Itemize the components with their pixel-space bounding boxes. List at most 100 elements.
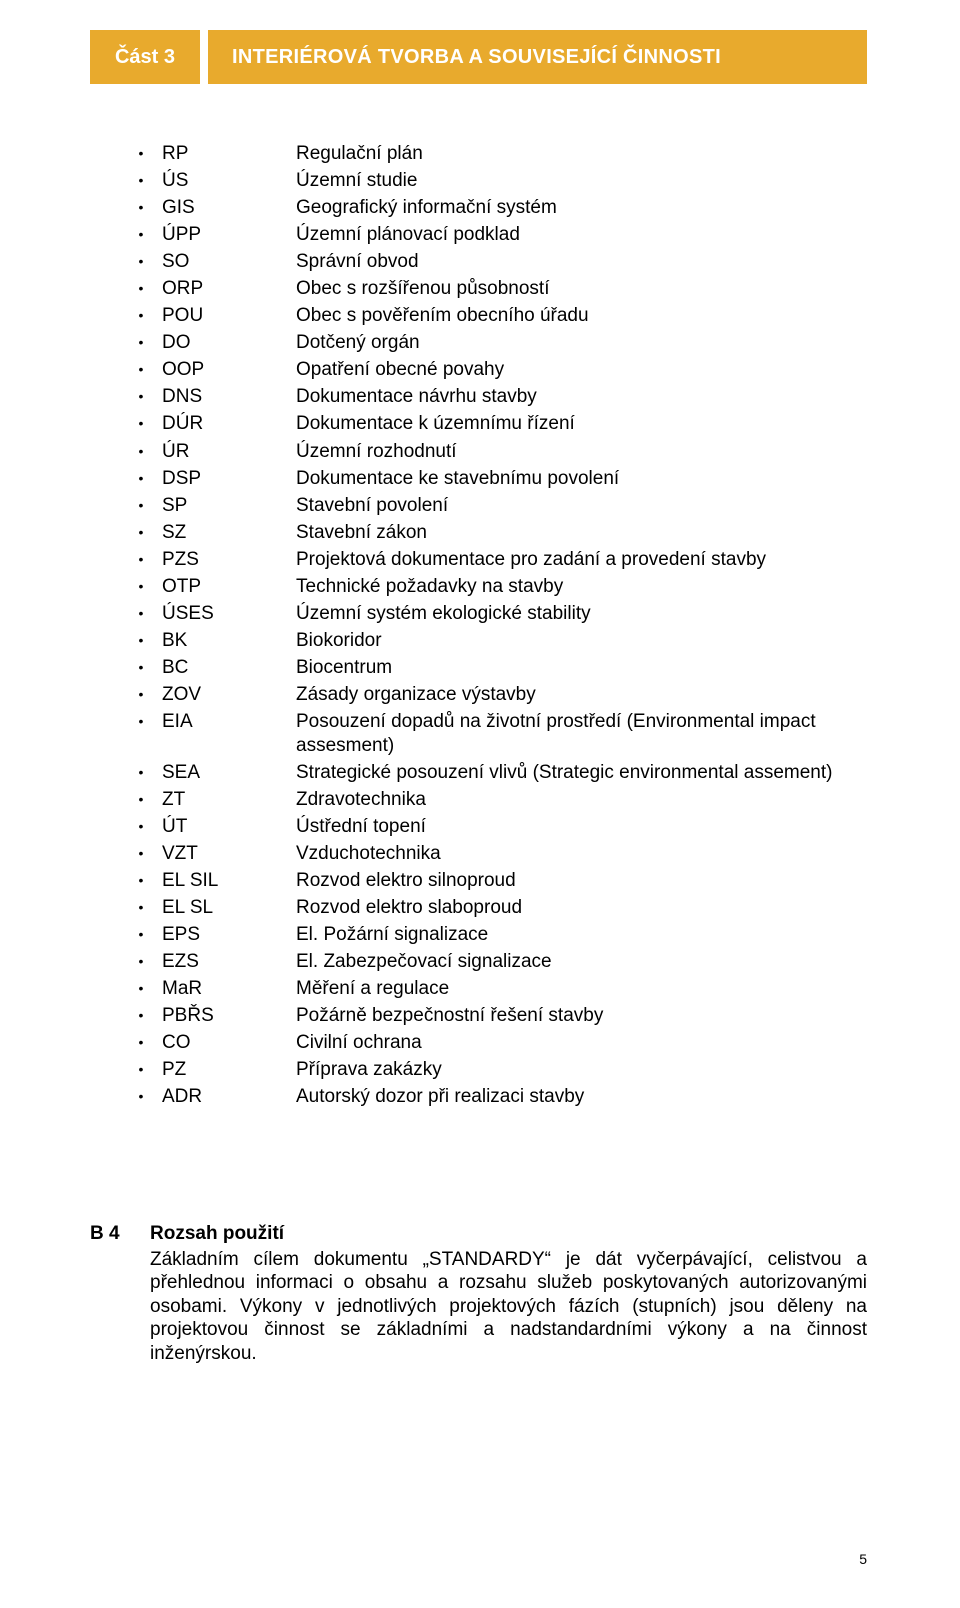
bullet-icon: •	[120, 1058, 162, 1079]
bullet-icon: •	[120, 950, 162, 971]
abbr-term: ÚS	[162, 169, 296, 193]
list-item: •GISGeografický informační systém	[120, 196, 867, 220]
abbr-term: ÚPP	[162, 223, 296, 247]
abbr-term: ORP	[162, 277, 296, 301]
abbr-definition: Dotčený orgán	[296, 331, 867, 355]
list-item: •DNSDokumentace návrhu stavby	[120, 385, 867, 409]
part-badge: Část 3	[90, 30, 200, 84]
abbr-term: MaR	[162, 977, 296, 1001]
list-item: •ORPObec s rozšířenou působností	[120, 277, 867, 301]
abbr-term: DÚR	[162, 412, 296, 436]
list-item: •SPStavební povolení	[120, 494, 867, 518]
bullet-icon: •	[120, 1085, 162, 1106]
abbr-definition: Ústřední topení	[296, 815, 867, 839]
abbr-definition: Zdravotechnika	[296, 788, 867, 812]
list-item: •EPSEl. Požární signalizace	[120, 923, 867, 947]
bullet-icon: •	[120, 412, 162, 433]
list-item: •DODotčený orgán	[120, 331, 867, 355]
list-item: •MaRMěření a regulace	[120, 977, 867, 1001]
section-body: Základním cílem dokumentu „STANDARDY“ je…	[150, 1248, 867, 1366]
abbr-term: ÚR	[162, 440, 296, 464]
abbr-term: ÚT	[162, 815, 296, 839]
list-item: •BCBiocentrum	[120, 656, 867, 680]
abbr-definition: Biokoridor	[296, 629, 867, 653]
bullet-icon: •	[120, 710, 162, 731]
abbr-definition: Strategické posouzení vlivů (Strategic e…	[296, 761, 867, 785]
abbr-term: ZOV	[162, 683, 296, 707]
list-item: •COCivilní ochrana	[120, 1031, 867, 1055]
bullet-icon: •	[120, 869, 162, 890]
abbr-definition: Regulační plán	[296, 142, 867, 166]
bullet-icon: •	[120, 842, 162, 863]
bullet-icon: •	[120, 1031, 162, 1052]
abbr-term: RP	[162, 142, 296, 166]
abbr-term: DNS	[162, 385, 296, 409]
bullet-icon: •	[120, 977, 162, 998]
bullet-icon: •	[120, 521, 162, 542]
abbr-definition: Obec s pověřením obecního úřadu	[296, 304, 867, 328]
bullet-icon: •	[120, 548, 162, 569]
bullet-icon: •	[120, 575, 162, 596]
list-item: •SZStavební zákon	[120, 521, 867, 545]
list-item: •ZOVZásady organizace výstavby	[120, 683, 867, 707]
abbr-term: ZT	[162, 788, 296, 812]
bullet-icon: •	[120, 683, 162, 704]
section-b4: B 4 Rozsah použití Základním cílem dokum…	[90, 1222, 867, 1365]
abbr-term: ÚSES	[162, 602, 296, 626]
abbr-term: PZS	[162, 548, 296, 572]
abbr-term: BC	[162, 656, 296, 680]
list-item: •DSPDokumentace ke stavebnímu povolení	[120, 467, 867, 491]
bullet-icon: •	[120, 896, 162, 917]
abbr-definition: Projektová dokumentace pro zadání a prov…	[296, 548, 867, 572]
abbr-definition: Územní studie	[296, 169, 867, 193]
page-number: 5	[859, 1551, 867, 1569]
abbr-term: DSP	[162, 467, 296, 491]
abbr-definition: Zásady organizace výstavby	[296, 683, 867, 707]
section-title: Rozsah použití	[150, 1222, 284, 1246]
list-item: •EIAPosouzení dopadů na životní prostřed…	[120, 710, 867, 758]
bullet-icon: •	[120, 494, 162, 515]
bullet-icon: •	[120, 629, 162, 650]
abbr-term: CO	[162, 1031, 296, 1055]
bullet-icon: •	[120, 602, 162, 623]
bullet-icon: •	[120, 223, 162, 244]
bullet-icon: •	[120, 385, 162, 406]
bullet-icon: •	[120, 467, 162, 488]
abbr-definition: Územní rozhodnutí	[296, 440, 867, 464]
list-item: •SOSprávní obvod	[120, 250, 867, 274]
abbr-term: EPS	[162, 923, 296, 947]
abbr-term: SEA	[162, 761, 296, 785]
list-item: •ÚRÚzemní rozhodnutí	[120, 440, 867, 464]
abbr-definition: Správní obvod	[296, 250, 867, 274]
abbr-term: PZ	[162, 1058, 296, 1082]
bullet-icon: •	[120, 815, 162, 836]
abbr-definition: Příprava zakázky	[296, 1058, 867, 1082]
list-item: •POUObec s pověřením obecního úřadu	[120, 304, 867, 328]
abbr-definition: Územní systém ekologické stability	[296, 602, 867, 626]
list-item: •EL SILRozvod elektro silnoproud	[120, 869, 867, 893]
abbr-term: ADR	[162, 1085, 296, 1109]
abbr-definition: Stavební zákon	[296, 521, 867, 545]
list-item: •EZSEl. Zabezpečovací signalizace	[120, 950, 867, 974]
abbr-definition: Dokumentace ke stavebnímu povolení	[296, 467, 867, 491]
abbr-definition: Opatření obecné povahy	[296, 358, 867, 382]
abbr-definition: Požárně bezpečnostní řešení stavby	[296, 1004, 867, 1028]
abbr-definition: Technické požadavky na stavby	[296, 575, 867, 599]
bullet-icon: •	[120, 440, 162, 461]
abbr-term: EL SIL	[162, 869, 296, 893]
abbr-definition: Obec s rozšířenou působností	[296, 277, 867, 301]
list-item: •ÚSESÚzemní systém ekologické stability	[120, 602, 867, 626]
list-item: •EL SLRozvod elektro slaboproud	[120, 896, 867, 920]
bullet-icon: •	[120, 196, 162, 217]
abbr-term: DO	[162, 331, 296, 355]
list-item: •ÚPPÚzemní plánovací podklad	[120, 223, 867, 247]
list-item: •ADRAutorský dozor při realizaci stavby	[120, 1085, 867, 1109]
abbr-term: POU	[162, 304, 296, 328]
list-item: •VZTVzduchotechnika	[120, 842, 867, 866]
abbr-definition: Rozvod elektro silnoproud	[296, 869, 867, 893]
bullet-icon: •	[120, 304, 162, 325]
abbr-term: SO	[162, 250, 296, 274]
abbr-definition: Autorský dozor při realizaci stavby	[296, 1085, 867, 1109]
abbr-definition: Posouzení dopadů na životní prostředí (E…	[296, 710, 867, 758]
bullet-icon: •	[120, 1004, 162, 1025]
